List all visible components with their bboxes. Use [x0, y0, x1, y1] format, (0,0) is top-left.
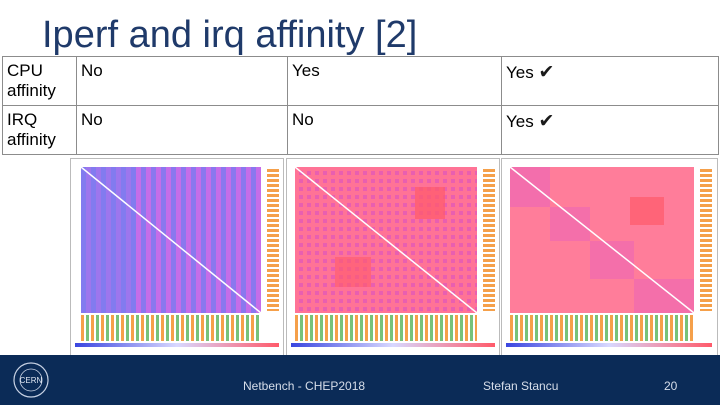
heatmap-image-1 [81, 167, 261, 313]
row-header-irq-affinity: IRQ affinity [2, 105, 77, 155]
cell-irq-affinity-1: No [76, 105, 288, 155]
cell-irq-affinity-3: Yes ✔ [501, 105, 719, 155]
heatmap-labels [81, 315, 261, 341]
heatmap-labels [267, 169, 279, 311]
heatmap-labels [295, 315, 477, 341]
heatmap-panel-3 [501, 158, 718, 358]
checkmark-icon: ✔ [538, 111, 555, 132]
heatmap-labels [700, 169, 712, 311]
cern-logo: CERN [13, 362, 49, 398]
heatmap-image-3 [510, 167, 694, 313]
cell-cpu-affinity-1: No [76, 56, 288, 106]
cell-value: No [292, 110, 314, 129]
slide-footer [0, 355, 720, 405]
heatmap-panel-2 [286, 158, 500, 358]
page-number: 20 [664, 379, 678, 393]
footer-event: Netbench - CHEP2018 [243, 379, 366, 393]
cell-value: No [81, 61, 103, 80]
cell-cpu-affinity-3: Yes ✔ [501, 56, 719, 106]
heatmap-labels [483, 169, 495, 311]
svg-text:CERN: CERN [20, 376, 43, 385]
table-row-cpu-affinity: CPU affinity No Yes Yes ✔ [2, 56, 719, 106]
heatmap-colorbar [75, 343, 279, 347]
row-header-cpu-affinity: CPU affinity [2, 56, 77, 106]
heatmap-colorbar [291, 343, 495, 347]
heatmap-panel-1 [70, 158, 284, 358]
slide-title: Iperf and irq affinity [2] [42, 14, 418, 56]
checkmark-icon: ✔ [538, 62, 555, 83]
heatmap-image-2 [295, 167, 477, 313]
heatmap-labels [510, 315, 694, 341]
cell-irq-affinity-2: No [287, 105, 502, 155]
footer-author: Stefan Stancu [483, 379, 559, 393]
cell-cpu-affinity-2: Yes [287, 56, 502, 106]
cell-value: No [81, 110, 103, 129]
table-row-irq-affinity: IRQ affinity No No Yes ✔ [2, 105, 719, 155]
affinity-table: CPU affinity No Yes Yes ✔ IRQ affinity N… [2, 56, 719, 155]
heatmap-colorbar [506, 343, 712, 347]
cell-value: Yes [292, 61, 320, 80]
cell-value: Yes [506, 112, 534, 131]
cell-value: Yes [506, 63, 534, 82]
